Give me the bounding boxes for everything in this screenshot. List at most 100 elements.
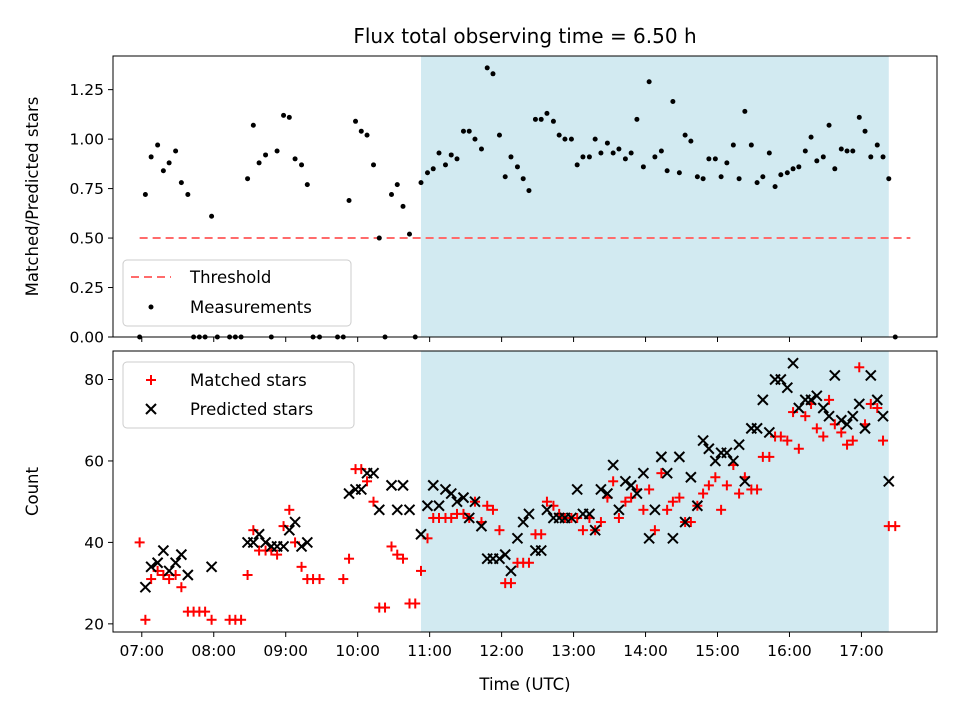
predicted-star-point [157, 544, 170, 557]
measurement-point [346, 197, 352, 203]
measurement-point [670, 99, 676, 105]
predicted-star-point [541, 504, 553, 516]
matched-star-point [734, 488, 745, 499]
matched-star-point [685, 517, 696, 528]
measurement-point [634, 116, 640, 122]
predicted-star-point [817, 402, 830, 414]
predicted-star-point [151, 557, 164, 569]
predicted-star-point [631, 487, 643, 500]
predicted-star-point [175, 548, 188, 561]
y-tick-label: 1.25 [69, 81, 104, 99]
matched-star-point [710, 472, 721, 483]
matched-star-point [242, 569, 253, 580]
measurement-point [376, 235, 382, 241]
measurement-point [496, 132, 502, 138]
predicted-star-point [763, 426, 776, 439]
matched-star-point [872, 403, 883, 414]
predicted-star-point [571, 483, 583, 496]
predicted-star-point [733, 438, 745, 451]
predicted-star-point [163, 565, 175, 577]
measurement-point [490, 71, 496, 77]
measurement-point [880, 154, 886, 160]
measurement-point [616, 146, 622, 152]
bottom-panel: 20 40 60 80 07:00 08:00 09:00 10:00 11:00 12:00 1… [23, 350, 938, 660]
matched-star-point [505, 578, 516, 589]
matched-star-point [368, 496, 379, 507]
predicted-star-point [865, 369, 877, 382]
x-tick-label: 15:00 [695, 642, 740, 660]
y-tick-label: 0.50 [69, 230, 104, 248]
measurement-point [166, 160, 172, 166]
predicted-star-point [853, 398, 865, 410]
matched-star-point [158, 569, 169, 580]
y-tick-label: 20 [84, 615, 104, 633]
predicted-star-point [607, 459, 619, 471]
predicted-star-point [877, 410, 889, 422]
measurement-point [292, 156, 298, 162]
measurement-point [160, 168, 166, 174]
measurement-point [550, 118, 556, 124]
matched-star-point [206, 614, 217, 625]
measurement-point [142, 192, 148, 198]
measurement-point [245, 176, 251, 182]
predicted-star-point [697, 434, 709, 447]
matched-star-point [134, 537, 145, 548]
predicted-star-point [565, 512, 578, 524]
matched-star-point [620, 496, 631, 507]
x-tick-label: 12:00 [479, 642, 524, 660]
predicted-star-point [535, 544, 547, 557]
measurement-point [364, 132, 370, 138]
measurement-point [712, 156, 718, 162]
measurement-point [730, 142, 736, 148]
measurement-point [868, 154, 874, 160]
matched-star-point [649, 525, 660, 536]
predicted-star-point [835, 414, 847, 426]
measurement-point [676, 170, 682, 176]
matched-star-point [380, 602, 391, 613]
matched-star-point [793, 443, 804, 454]
measurement-point [406, 231, 412, 237]
x-tick-label: 09:00 [263, 642, 308, 660]
measurement-point [808, 134, 814, 140]
measurement-point [484, 65, 490, 71]
measurement-point [682, 132, 688, 138]
predicted-star-point [841, 418, 853, 431]
measurement-point [358, 128, 364, 134]
predicted-star-point [139, 581, 152, 593]
measurement-point [700, 176, 706, 182]
matched-star-point [344, 553, 355, 564]
measurement-point [814, 158, 820, 164]
matched-star-point [836, 427, 847, 438]
legend-matched-label: Matched stars [190, 371, 307, 390]
measurement-point [478, 146, 484, 152]
matched-star-point [595, 517, 606, 528]
matched-star-point [176, 582, 187, 593]
x-tick-label: 17:00 [839, 642, 884, 660]
matched-star-point [818, 431, 829, 442]
predicted-star-point [415, 528, 427, 540]
matched-star-point [248, 525, 259, 536]
matched-star-point [140, 614, 151, 625]
measurements-series [137, 65, 898, 340]
matched-star-point [613, 512, 624, 523]
predicted-star-point [793, 402, 805, 414]
predicted-star-point [727, 455, 740, 467]
measurement-point [826, 122, 832, 128]
matched-star-point [674, 492, 685, 503]
measurement-point [263, 152, 269, 158]
predicted-star-point [451, 495, 463, 508]
measurement-point [694, 174, 700, 180]
bottom-x-ticks: 07:00 08:00 09:00 10:00 11:00 12:00 13:00 14:00… [119, 632, 884, 660]
matched-star-point [572, 512, 583, 523]
measurement-point [652, 154, 658, 160]
top-legend-box [122, 259, 352, 327]
predicted-star-point [667, 532, 679, 545]
predicted-star-point [673, 451, 686, 463]
measurement-point [664, 168, 670, 174]
measurement-point [856, 114, 862, 120]
predicted-star-point [859, 422, 871, 435]
matched-star-point [356, 464, 367, 475]
matched-star-point [764, 451, 775, 462]
matched-star-point [541, 496, 552, 507]
predicted-star-point [523, 508, 535, 520]
